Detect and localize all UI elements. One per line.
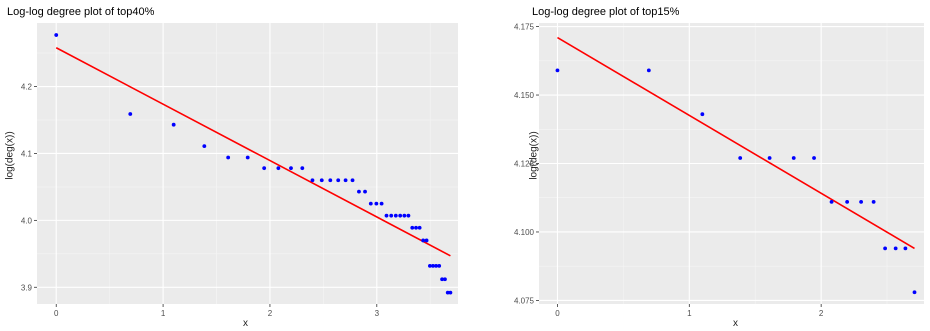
fit-line	[557, 36, 915, 250]
x-tick-label: 2	[819, 309, 824, 318]
data-point	[350, 178, 355, 183]
data-point	[226, 155, 231, 160]
data-point	[903, 246, 908, 251]
data-point	[410, 225, 415, 230]
data-point	[343, 178, 348, 183]
chart-title: Log-log degree plot of top40%	[7, 6, 155, 18]
data-point	[871, 199, 876, 204]
data-point	[245, 155, 250, 160]
x-axis-label: x	[733, 318, 738, 329]
data-point	[912, 290, 917, 295]
plot-panel	[37, 23, 458, 304]
data-point	[738, 156, 743, 160]
x-axis-label: x	[243, 318, 248, 329]
x-tick-label: 1	[687, 309, 692, 318]
plot-area-svg: 0 1 2 3 3.9 4.0 4.1 4.2	[21, 23, 458, 318]
data-point	[406, 213, 411, 218]
data-point	[700, 112, 705, 117]
data-point	[845, 199, 850, 204]
data-point	[443, 277, 447, 282]
y-tick-label: 4.175	[514, 23, 535, 32]
data-point	[434, 263, 438, 268]
data-point	[791, 156, 796, 160]
y-tick-label: 4.0	[21, 216, 33, 225]
y-tick-label: 4.150	[514, 91, 535, 100]
data-point	[402, 213, 407, 218]
data-point	[276, 166, 281, 171]
data-point	[379, 201, 384, 206]
y-tick-label: 4.100	[514, 228, 535, 237]
y-tick-label: 4.075	[514, 296, 535, 305]
data-point	[336, 178, 341, 183]
data-point	[414, 225, 418, 230]
data-point	[54, 33, 59, 37]
data-point	[646, 68, 651, 73]
data-point	[883, 246, 888, 251]
data-point	[812, 156, 816, 160]
data-point	[289, 166, 293, 171]
data-point	[363, 189, 367, 194]
y-tick-label: 4.2	[21, 83, 33, 92]
data-point	[300, 166, 305, 171]
data-point	[384, 213, 389, 218]
x-tick-label: 0	[555, 309, 560, 318]
data-point	[448, 290, 453, 295]
data-point	[431, 263, 435, 268]
y-tick-label: 3.9	[21, 283, 33, 292]
plot-area-svg: 0 1 2 4.075 4.100 4.125 4.150 4.175	[514, 23, 924, 318]
x-tick-label: 0	[54, 309, 59, 318]
data-point	[445, 290, 450, 295]
data-point	[357, 189, 361, 194]
data-point	[128, 112, 133, 116]
data-point	[389, 213, 394, 218]
data-point	[829, 199, 834, 204]
data-point	[427, 263, 432, 268]
data-point	[393, 213, 398, 218]
data-point	[319, 178, 324, 183]
chart-title: Log-log degree plot of top15%	[532, 6, 680, 18]
data-point	[417, 225, 422, 230]
data-point	[440, 277, 444, 282]
x-tick-label: 3	[375, 309, 380, 318]
data-point	[262, 166, 267, 171]
data-point	[171, 122, 176, 127]
fit-line	[55, 47, 451, 257]
data-point	[421, 238, 426, 243]
data-point	[328, 178, 333, 183]
x-tick-label: 2	[268, 309, 273, 318]
data-point	[893, 246, 898, 251]
data-point	[767, 156, 772, 160]
chart-left: Log-log degree plot of top40% log(deg(x)…	[5, 6, 458, 329]
y-tick-label: 4.1	[21, 149, 33, 158]
data-point	[555, 68, 560, 73]
data-point	[368, 201, 373, 206]
data-point	[424, 238, 429, 243]
chart-right: Log-log degree plot of top15% log(deg(x)…	[465, 0, 930, 331]
data-point	[859, 199, 864, 204]
x-tick-label: 1	[161, 309, 166, 318]
y-tick-label: 4.125	[514, 160, 535, 169]
data-point	[398, 213, 403, 218]
data-point	[202, 144, 207, 149]
data-point	[374, 201, 379, 206]
data-point	[310, 178, 315, 183]
data-point	[437, 263, 442, 268]
